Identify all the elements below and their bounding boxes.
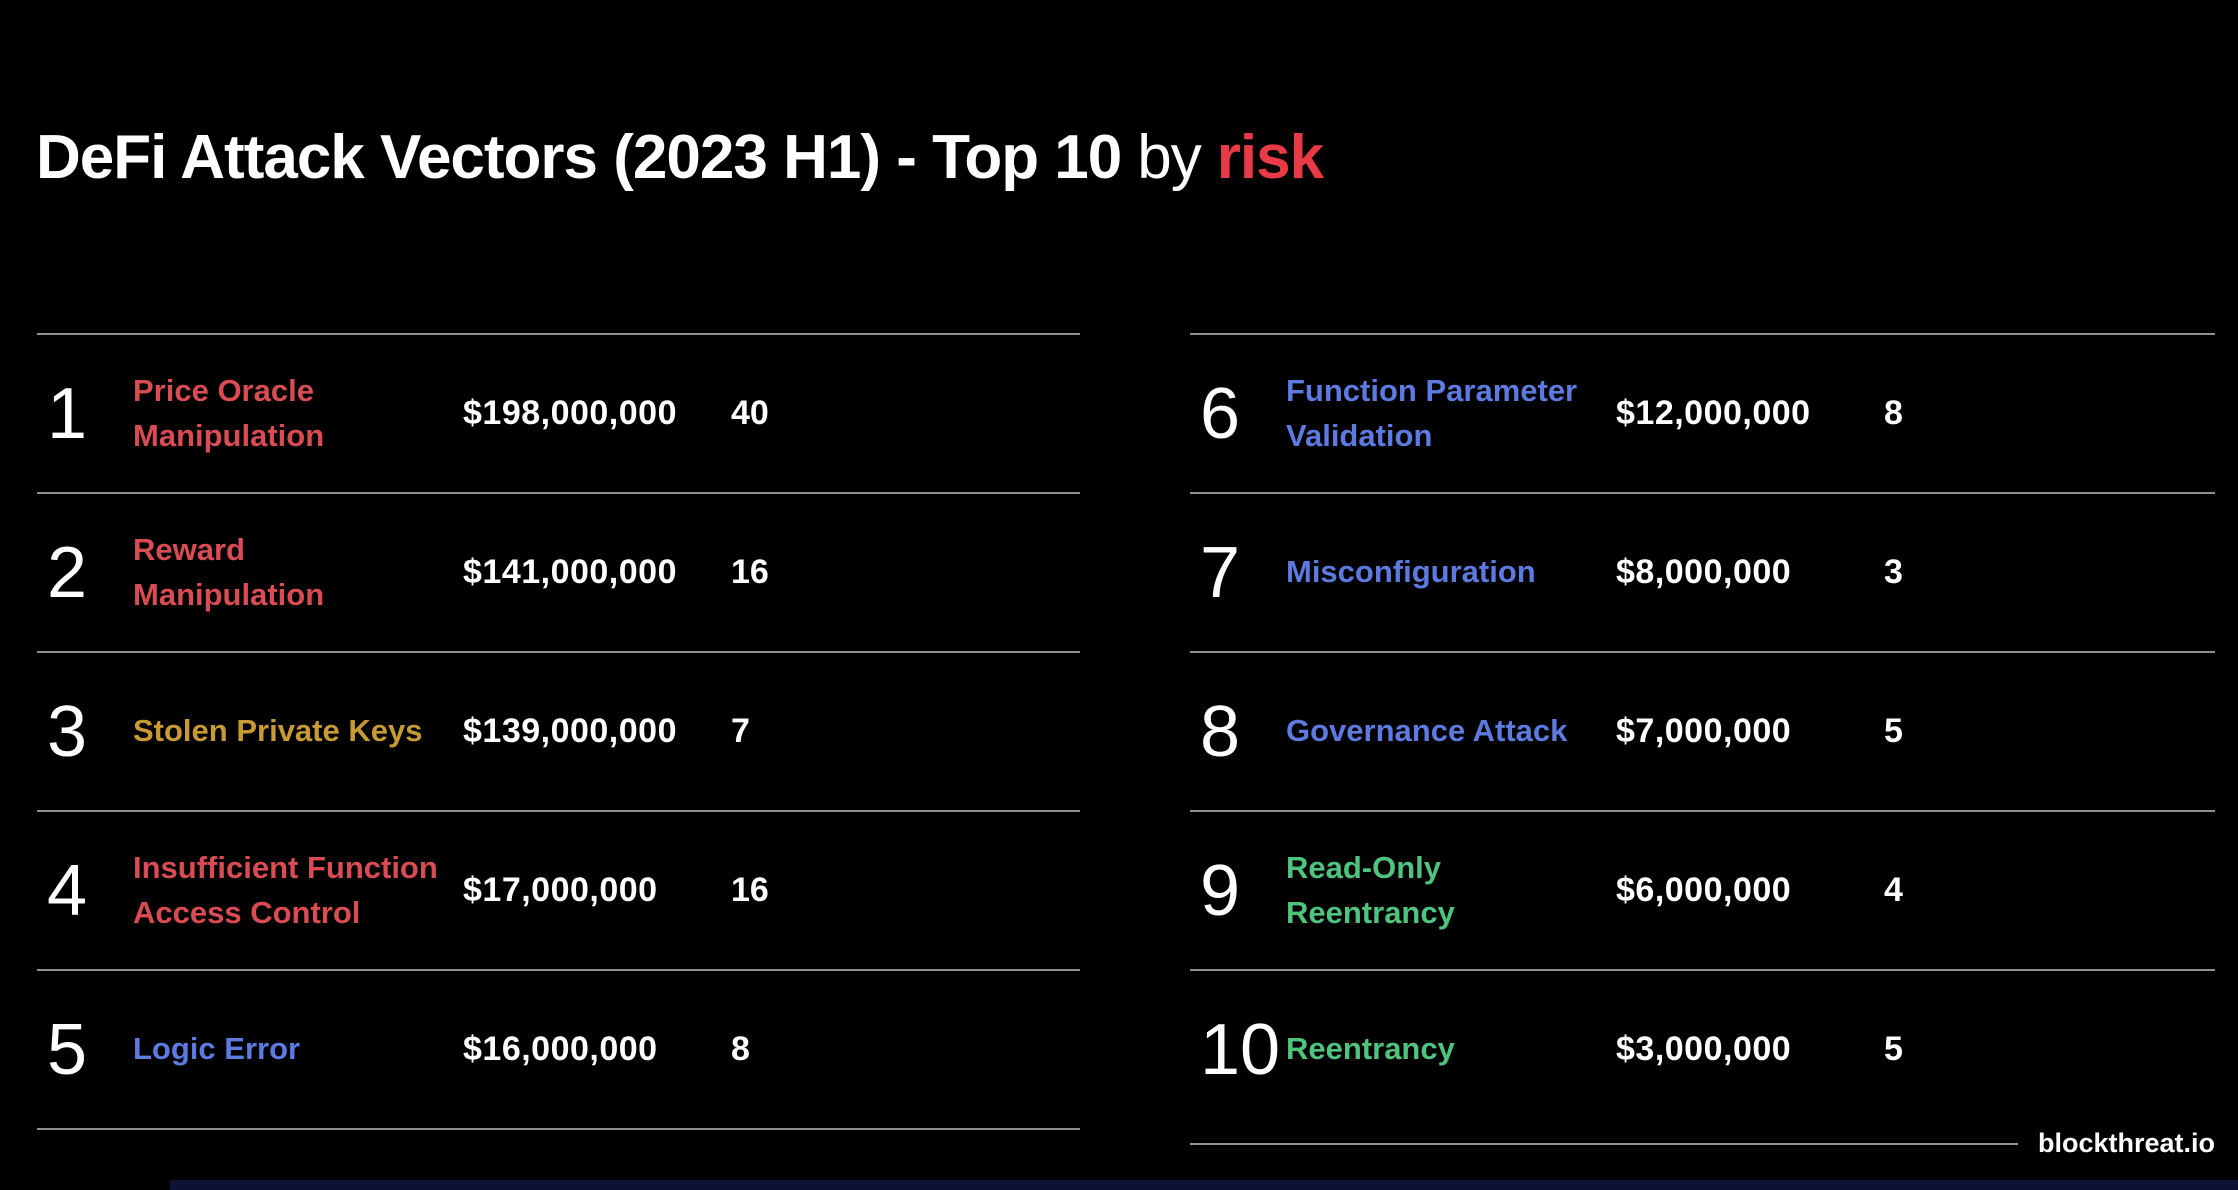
attack-vector-label: Stolen Private Keys xyxy=(133,713,423,749)
bottom-progress-bar xyxy=(170,1180,2238,1190)
loss-amount: $139,000,000 xyxy=(463,712,677,750)
divider-line xyxy=(1190,1142,2018,1145)
title-risk-highlight: risk xyxy=(1216,123,1324,192)
rank-number: 6 xyxy=(1200,373,1241,454)
attack-vector-label: Logic Error xyxy=(133,1031,301,1067)
left-column: 1 Price Oracle Manipulation $198,000,000 … xyxy=(37,333,1080,1130)
loss-amount: $16,000,000 xyxy=(463,1030,658,1068)
table-row: 9 Read-Only Reentrancy $6,000,000 4 xyxy=(1190,810,2215,969)
loss-amount: $3,000,000 xyxy=(1616,1030,1792,1068)
rank-number: 8 xyxy=(1200,691,1241,772)
title-by: by xyxy=(1137,123,1201,192)
loss-amount: $198,000,000 xyxy=(463,394,677,432)
loss-amount: $6,000,000 xyxy=(1616,871,1792,909)
right-column: blockthreat.io 6 Function Parameter Valid… xyxy=(1190,333,2215,1158)
table-row: 4 Insufficient Function Access Control $1… xyxy=(37,810,1080,969)
table-row: 1 Price Oracle Manipulation $198,000,000 … xyxy=(37,333,1080,492)
rank-number: 3 xyxy=(47,691,88,772)
attribution-label: blockthreat.io xyxy=(2037,1128,2215,1158)
rank-number: 5 xyxy=(47,1009,88,1090)
table-row: 8 Governance Attack $7,000,000 5 xyxy=(1190,651,2215,810)
attack-vector-label: Governance Attack xyxy=(1286,713,1568,749)
rank-number: 10 xyxy=(1200,1009,1281,1090)
incident-count: 5 xyxy=(1884,712,1903,750)
rank-number: 2 xyxy=(47,532,88,613)
loss-amount: $8,000,000 xyxy=(1616,553,1792,591)
table-row: 7 Misconfiguration $8,000,000 3 xyxy=(1190,492,2215,651)
table-row: 3 Stolen Private Keys $139,000,000 7 xyxy=(37,651,1080,810)
rank-number: 4 xyxy=(47,850,88,931)
loss-amount: $17,000,000 xyxy=(463,871,658,909)
incident-count: 40 xyxy=(731,394,769,432)
incident-count: 4 xyxy=(1884,871,1903,909)
incident-count: 7 xyxy=(731,712,750,750)
rank-number: 7 xyxy=(1200,532,1241,613)
attack-vector-label: Misconfiguration xyxy=(1286,554,1536,590)
incident-count: 16 xyxy=(731,553,769,591)
table-row: 10 Reentrancy $3,000,000 5 xyxy=(1190,969,2215,1128)
attack-vector-label: Reentrancy xyxy=(1286,1031,1455,1067)
loss-amount: $141,000,000 xyxy=(463,553,677,591)
rank-number: 1 xyxy=(47,373,88,454)
attack-vector-label: Function Parameter Validation xyxy=(1286,372,1578,453)
incident-count: 5 xyxy=(1884,1030,1903,1068)
incident-count: 3 xyxy=(1884,553,1903,591)
incident-count: 8 xyxy=(1884,394,1903,432)
right-column-footer: blockthreat.io xyxy=(1190,1128,2215,1159)
loss-amount: $12,000,000 xyxy=(1616,394,1811,432)
attack-vector-label: Price Oracle Manipulation xyxy=(133,372,325,453)
incident-count: 16 xyxy=(731,871,769,909)
table-row: 2 Reward Manipulation $141,000,000 16 xyxy=(37,492,1080,651)
table-row: 6 Function Parameter Validation $12,000,0… xyxy=(1190,333,2215,492)
attack-vector-label: Read-Only Reentrancy xyxy=(1286,849,1455,930)
title-main: DeFi Attack Vectors (2023 H1) - Top 10 xyxy=(36,123,1122,192)
rank-number: 9 xyxy=(1200,850,1241,931)
table-row: 5 Logic Error $16,000,000 8 xyxy=(37,969,1080,1128)
attack-vector-label: Insufficient Function Access Control xyxy=(133,849,438,930)
loss-amount: $7,000,000 xyxy=(1616,712,1792,750)
page-title: DeFi Attack Vectors (2023 H1) - Top 10 by… xyxy=(36,122,1324,193)
attack-vector-label: Reward Manipulation xyxy=(133,531,325,612)
incident-count: 8 xyxy=(731,1030,750,1068)
